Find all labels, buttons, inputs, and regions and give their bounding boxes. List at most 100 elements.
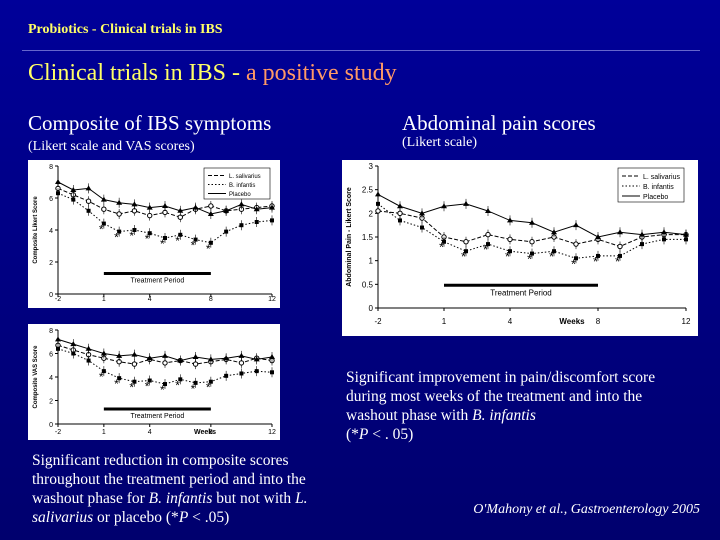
significance-marker: *: [129, 381, 134, 395]
data-point: [85, 185, 92, 191]
significance-marker: *: [439, 240, 444, 255]
x-tick-label: -2: [374, 317, 382, 326]
data-point: [254, 220, 259, 224]
significance-marker: *: [571, 256, 576, 271]
data-point: [100, 196, 107, 202]
y-tick-label: 1: [369, 257, 374, 266]
data-point: [101, 206, 107, 212]
treatment-period-label: Treatment Period: [130, 278, 184, 285]
significance-marker: *: [175, 234, 180, 248]
data-point: [131, 351, 138, 357]
y-axis-label: Composite Likert Score: [33, 196, 39, 264]
significance-marker: *: [114, 377, 119, 391]
data-point: [239, 223, 244, 228]
data-point: [208, 203, 214, 209]
data-point: [147, 378, 152, 383]
x-tick-label: 4: [148, 429, 152, 436]
data-point: [208, 240, 213, 245]
header-divider: [22, 50, 700, 51]
y-tick-label: 2.5: [362, 186, 374, 195]
data-point: [419, 210, 425, 216]
data-point: [269, 204, 275, 210]
left-caption-text: Significant reduction in composite score…: [32, 452, 306, 507]
legend-label: B. infantis: [229, 183, 255, 189]
data-point: [55, 179, 61, 184]
data-point: [442, 239, 446, 244]
y-tick-label: 2: [49, 399, 53, 406]
right-caption-species: B. infantis: [472, 407, 536, 424]
slide-title-part1: Clinical trials in IBS -: [28, 60, 246, 86]
data-point: [86, 208, 91, 213]
left-caption: Significant reduction in composite score…: [32, 451, 357, 527]
y-tick-label: 2: [369, 209, 374, 218]
data-point: [86, 358, 91, 363]
significance-marker: *: [527, 252, 532, 267]
data-point: [507, 236, 513, 243]
data-point: [253, 356, 260, 362]
data-point: [640, 242, 644, 247]
right-caption-p: P: [358, 426, 369, 443]
data-point: [574, 256, 578, 261]
y-tick-label: 3: [369, 162, 374, 171]
x-tick-label: 1: [102, 429, 106, 436]
significance-marker: *: [114, 231, 119, 245]
significance-marker: *: [461, 249, 466, 264]
data-point: [618, 253, 622, 258]
data-point: [529, 239, 535, 245]
data-point: [101, 369, 106, 374]
data-point: [507, 217, 513, 223]
left-caption-text2: but not with: [212, 490, 296, 507]
data-point: [131, 201, 138, 207]
data-point: [192, 204, 199, 210]
data-point: [223, 355, 230, 361]
data-point: [192, 354, 199, 360]
data-point: [162, 352, 168, 358]
x-tick-label: 8: [596, 317, 601, 326]
significance-marker: *: [549, 249, 554, 264]
y-tick-label: 2: [49, 260, 53, 267]
significance-marker: *: [160, 383, 165, 397]
data-point: [253, 206, 260, 212]
right-subheading: (Likert scale): [402, 135, 478, 150]
data-point: [71, 351, 76, 356]
left-caption-p: P: [178, 509, 189, 526]
x-tick-label: 12: [682, 317, 691, 326]
slide-title: Clinical trials in IBS - a positive stud…: [28, 60, 397, 87]
data-point: [193, 380, 198, 385]
data-point: [420, 225, 424, 230]
data-point: [192, 361, 199, 367]
data-point: [116, 211, 122, 217]
data-point: [397, 210, 403, 217]
significance-marker: *: [175, 378, 180, 392]
data-point: [147, 231, 152, 236]
data-point: [162, 360, 168, 366]
data-point: [464, 249, 468, 254]
data-point: [177, 357, 184, 363]
series-line: [57, 348, 273, 385]
y-tick-label: 4: [49, 228, 53, 235]
significance-marker: *: [145, 380, 150, 394]
treatment-period-label: Treatment Period: [130, 413, 184, 420]
likert-chart-panel: 0 2 4 6 8 -2 1 4 8 12 Composite Likert Score Treatm…: [28, 160, 280, 308]
data-point: [639, 231, 645, 237]
series-line: [57, 187, 273, 218]
data-point: [146, 204, 153, 210]
data-point: [238, 360, 245, 366]
data-point: [530, 251, 534, 256]
x-tick-label: 8: [209, 296, 213, 303]
data-point: [270, 370, 274, 375]
data-point: [146, 355, 153, 361]
citation: O'Mahony et al., Gastroenterology 2005: [473, 502, 700, 517]
treatment-period-label: Treatment Period: [490, 288, 552, 297]
y-tick-label: 6: [49, 196, 53, 203]
y-tick-label: 1.5: [362, 233, 374, 242]
legend-label: L. salivarius: [643, 174, 680, 181]
y-tick-label: 8: [49, 328, 53, 335]
data-point: [573, 241, 579, 247]
composite-vas-chart: 0 2 4 6 8 -2 1 4 8 12 Weeks Composite VAS Score Trea…: [33, 328, 276, 436]
legend-label: L. salivarius: [229, 174, 261, 180]
data-point: [441, 203, 447, 209]
data-point: [70, 341, 77, 347]
legend-label: Placebo: [643, 194, 668, 201]
data-point: [100, 350, 107, 356]
